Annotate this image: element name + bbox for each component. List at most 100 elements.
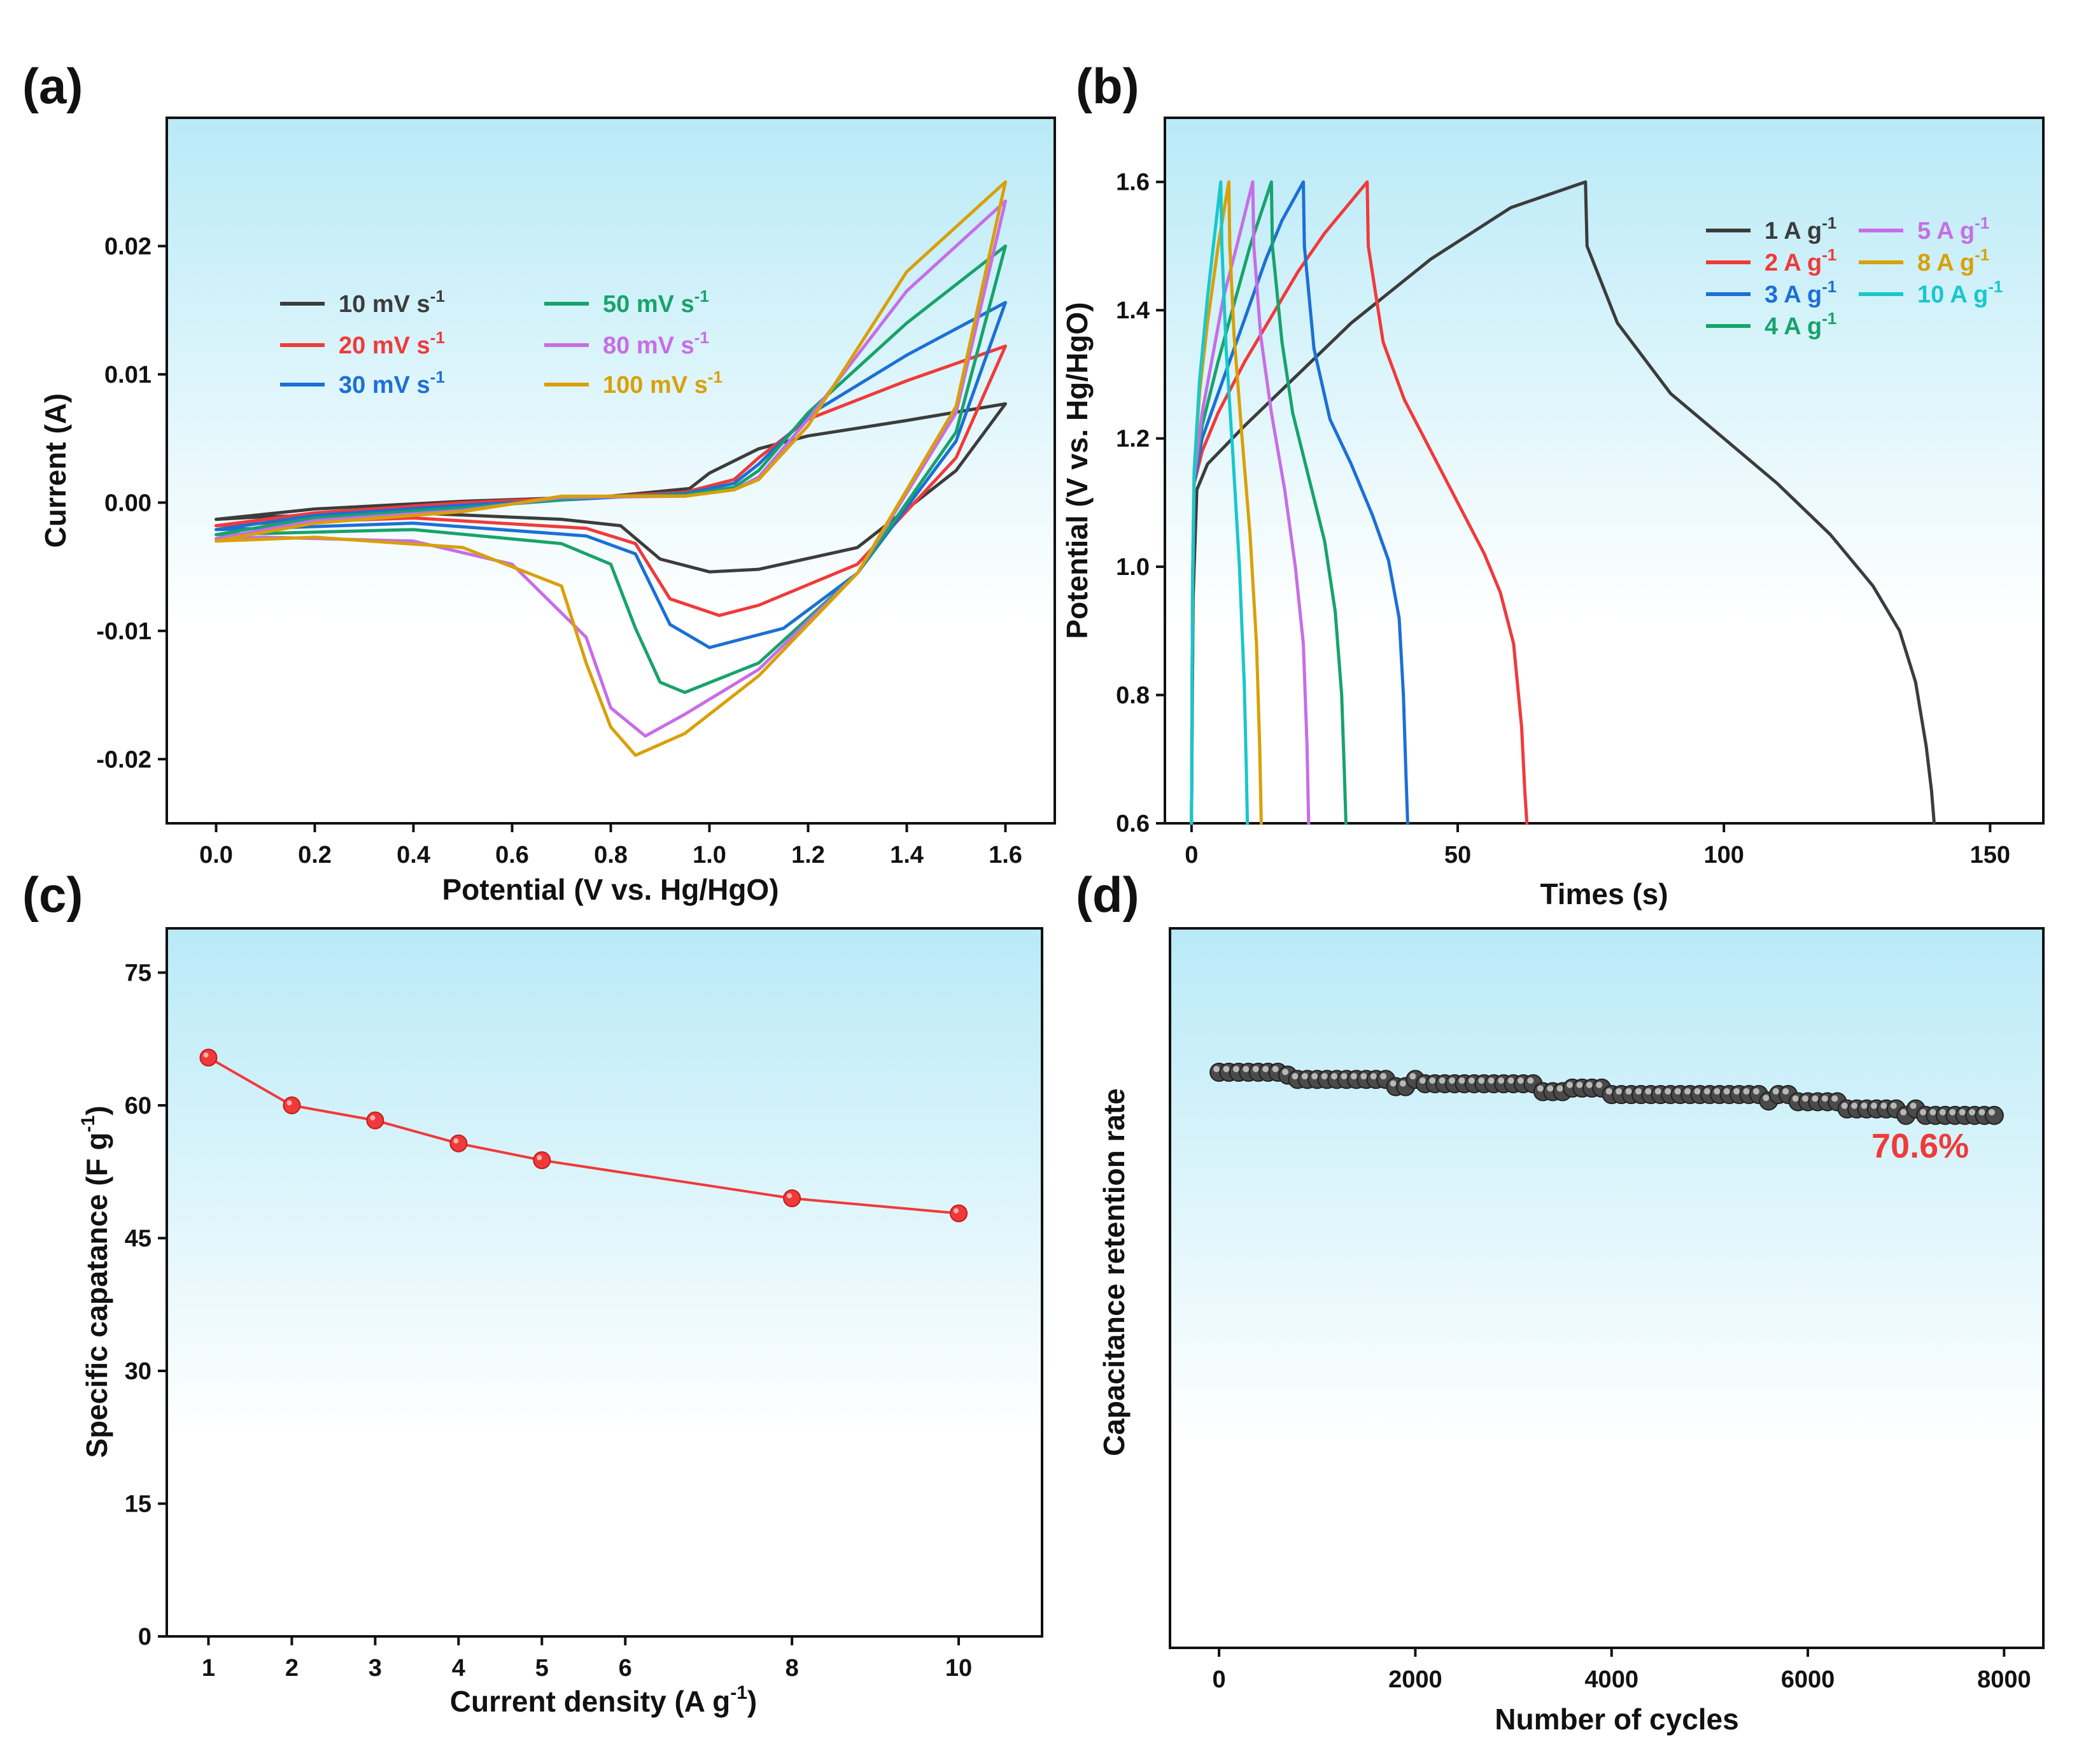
- panel-a-legend-label: 10 mV s-1: [339, 287, 445, 318]
- panel-b-y-tick-label: 1.6: [1116, 169, 1150, 196]
- panel-d-data-point-highlight: [1439, 1077, 1446, 1084]
- panel-c-x-axis-label-main: Current density (A g: [450, 1685, 730, 1718]
- panel-d-data-point-highlight: [1292, 1073, 1299, 1080]
- panel-a: (a) 0.0 0.2 0.4 0.6 0.8 1.0 1.2 1.4 1.6 -0.02 -0.0…: [22, 58, 1056, 906]
- panel-d-data-point-highlight: [1272, 1066, 1279, 1072]
- panel-c-x-tick-label: 10: [945, 1655, 972, 1682]
- panel-d-data-point-highlight: [1360, 1073, 1367, 1080]
- panel-d-data-point-highlight: [1380, 1073, 1387, 1080]
- panel-d-data-point: [1984, 1105, 2004, 1125]
- panel-c-label: (c): [22, 867, 83, 923]
- panel-d: (d) 0 2000 4000 6000 8000 70.6% Number of cy…: [1076, 867, 2045, 1736]
- panel-b-legend-text: 2 A g: [1765, 250, 1822, 276]
- panel-d-data-point-highlight: [1301, 1073, 1308, 1080]
- panel-d-data-point-highlight: [1350, 1073, 1357, 1080]
- panel-d-data-point-highlight: [1243, 1066, 1250, 1072]
- panel-c-plot-area: [166, 927, 1043, 1638]
- panel-b-series-line: [1190, 180, 1311, 825]
- panel-a-legend-text: 10 mV s: [339, 291, 430, 318]
- panel-d-data-point-highlight: [1949, 1109, 1956, 1116]
- panel-d-data-point-highlight: [1409, 1073, 1416, 1080]
- panel-a-legend-label: 100 mV s-1: [603, 367, 722, 399]
- panel-d-x-tick-label: 4000: [1584, 1666, 1638, 1693]
- panel-d-series: [1209, 1063, 2004, 1125]
- panel-b-legend-label: 1 A g-1: [1765, 213, 1836, 245]
- panel-d-data-point-highlight: [1959, 1109, 1966, 1116]
- panel-b-legend: 1 A g-12 A g-13 A g-14 A g-15 A g-18 A g…: [1706, 213, 2003, 340]
- panel-a-legend-label: 20 mV s-1: [339, 328, 445, 359]
- panel-c-data-point: [449, 1134, 468, 1152]
- panel-d-x-tick-label: 6000: [1781, 1666, 1835, 1693]
- panel-d-data-point-highlight: [1910, 1102, 1917, 1109]
- panel-a-legend-sup: -1: [694, 287, 709, 306]
- panel-d-data-point-highlight: [1703, 1088, 1710, 1095]
- panel-d-data-point-highlight: [1782, 1088, 1789, 1095]
- panel-c-y-axis-label-main: Specific capatance (F g: [80, 1132, 113, 1457]
- panel-d-y-axis-label: Capacitance retention rate: [1097, 1088, 1131, 1456]
- panel-d-data-point-highlight: [1870, 1102, 1877, 1109]
- panel-d-plot-area: [1169, 927, 2045, 1649]
- panel-b-y-tick-label: 1.0: [1116, 554, 1150, 581]
- panel-d-data-point-highlight: [1537, 1085, 1544, 1092]
- panel-d-data-point-highlight: [1419, 1077, 1426, 1084]
- panel-d-data-point-highlight: [1743, 1088, 1750, 1095]
- panel-c-y-tick-label: 30: [125, 1358, 152, 1385]
- panel-a-label: (a): [22, 58, 83, 114]
- panel-c-y-tick-label: 45: [125, 1226, 152, 1252]
- panel-d-label: (d): [1076, 867, 1139, 923]
- panel-a-x-tick-label: 0.8: [594, 842, 628, 868]
- panel-a-x-axis-label: Potential (V vs. Hg/HgO): [442, 873, 779, 906]
- panel-c-y-axis-label-end: ): [80, 1105, 113, 1115]
- panel-b-legend-text: 8 A g: [1917, 250, 1975, 276]
- panel-c-data-point-highlight: [370, 1115, 376, 1121]
- panel-b-ticks: 0 50 100 150 0.6 0.8 1.0 1.2 1.4 1.6: [1116, 169, 2010, 868]
- panel-a-x-tick-label: 0.2: [298, 842, 332, 868]
- panel-d-data-point-highlight: [1812, 1095, 1819, 1102]
- panel-b-legend-text: 3 A g: [1765, 281, 1822, 308]
- panel-d-data-point-highlight: [1478, 1077, 1485, 1084]
- panel-d-data-point-highlight: [1654, 1088, 1661, 1095]
- panel-d-data-point-highlight: [1694, 1088, 1701, 1095]
- panel-c-y-tick-label: 60: [125, 1093, 152, 1119]
- panel-d-data-point-highlight: [1645, 1088, 1652, 1095]
- panel-d-data-point-highlight: [1988, 1109, 1995, 1116]
- panel-c-y-axis-label: Specific capatance (F g-1): [78, 1105, 113, 1457]
- panel-b-legend-label: 2 A g-1: [1765, 245, 1836, 276]
- panel-d-data-point-highlight: [1714, 1088, 1721, 1095]
- panel-c-x-tick-label: 6: [619, 1655, 632, 1682]
- panel-a-x-tick-label: 1.6: [989, 842, 1022, 868]
- panel-a-y-tick-label: 0.01: [104, 362, 152, 388]
- panel-a-ticks: 0.0 0.2 0.4 0.6 0.8 1.0 1.2 1.4 1.6 -0.02 -0.01 0.0…: [96, 233, 1022, 868]
- panel-d-data-point-highlight: [1802, 1095, 1809, 1102]
- panel-d-data-point-highlight: [1331, 1073, 1338, 1080]
- panel-d-data-point-highlight: [1321, 1073, 1328, 1080]
- panel-d-data-point-highlight: [1429, 1077, 1436, 1084]
- panel-d-data-point-highlight: [1586, 1081, 1593, 1088]
- panel-d-data-point-highlight: [1458, 1077, 1465, 1084]
- panel-d-data-point-highlight: [1625, 1088, 1632, 1095]
- panel-c-x-tick-label: 3: [369, 1655, 382, 1682]
- panel-b-legend-sup: -1: [1975, 245, 1989, 264]
- panel-a-legend-text: 50 mV s: [603, 291, 694, 318]
- panel-c-data-point: [950, 1204, 968, 1223]
- panel-b-legend-sup: -1: [1822, 277, 1836, 296]
- panel-d-data-point-highlight: [1498, 1077, 1505, 1084]
- panel-b-series-line: [1190, 180, 1250, 825]
- panel-b-legend-sup: -1: [1822, 245, 1836, 264]
- panel-b-x-tick-label: 150: [1970, 842, 2010, 868]
- panel-b-legend-text: 1 A g: [1765, 218, 1822, 245]
- panel-b-legend-label: 8 A g-1: [1917, 245, 1989, 276]
- panel-c-data-point-highlight: [537, 1155, 542, 1161]
- panel-b-legend-sup: -1: [1822, 213, 1836, 232]
- panel-d-data-point-highlight: [1851, 1102, 1858, 1109]
- panel-d-data-point-highlight: [1821, 1095, 1828, 1102]
- panel-d-data-point-highlight: [1213, 1066, 1220, 1072]
- panel-b-label: (b): [1076, 58, 1139, 114]
- panel-c-data-point-highlight: [787, 1193, 793, 1198]
- panel-d-data-point-highlight: [1616, 1088, 1623, 1095]
- panel-b-legend-sup: -1: [1988, 277, 2003, 296]
- panel-b-x-axis-label: Times (s): [1540, 877, 1668, 911]
- panel-b-y-tick-label: 0.8: [1116, 683, 1150, 709]
- panel-b-x-tick-label: 0: [1185, 842, 1198, 868]
